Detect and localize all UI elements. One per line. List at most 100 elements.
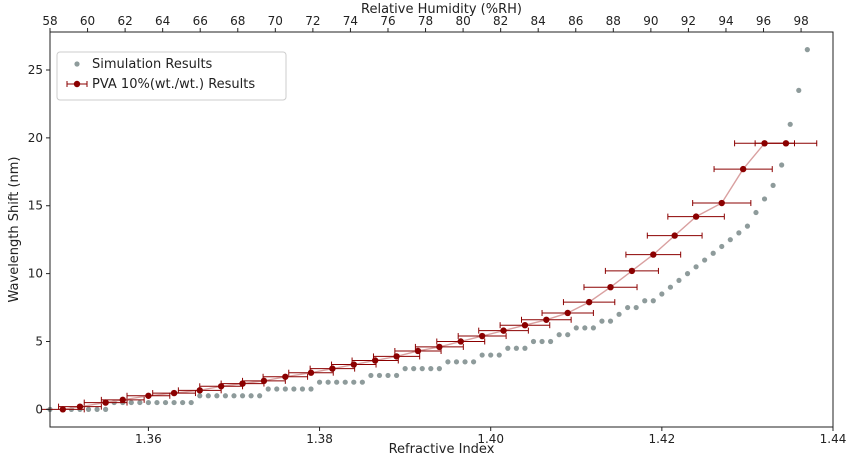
simulation-point	[513, 345, 519, 351]
simulation-point	[128, 399, 134, 406]
pva-point	[307, 369, 315, 376]
simulation-point	[590, 325, 596, 331]
legend-box	[56, 51, 287, 101]
top-tick-label: 76	[380, 14, 395, 28]
legend-pva-label: PVA 10%(wt./wt.) Results	[92, 77, 255, 92]
pva-point	[628, 267, 636, 275]
simulation-point	[633, 304, 639, 311]
pva-point	[718, 199, 725, 207]
pva-point	[76, 403, 84, 410]
top-tick-label: 68	[230, 14, 245, 28]
simulation-point	[214, 393, 220, 399]
simulation-point	[162, 399, 169, 406]
pva-point	[650, 251, 657, 258]
legend-pva-marker	[73, 80, 81, 88]
top-tick-label: 62	[117, 14, 132, 28]
pva-point	[170, 389, 178, 397]
simulation-point	[265, 386, 271, 392]
simulation-point	[702, 257, 708, 263]
simulation-point	[445, 359, 451, 365]
simulation-point	[761, 196, 768, 202]
simulation-point	[282, 386, 288, 392]
simulation-point	[316, 379, 323, 385]
legend-simulation-label: Simulation Results	[92, 57, 213, 72]
simulation-point	[351, 379, 357, 385]
simulation-point	[145, 399, 152, 406]
x-axis-ticks: 1.36 1.38 1.40 1.42 1.44	[135, 427, 846, 446]
simulation-point	[565, 332, 571, 338]
top-tick-label: 66	[193, 14, 208, 28]
x-tick-label: 1.42	[648, 432, 675, 446]
simulation-point	[231, 393, 237, 399]
simulation-point	[496, 352, 502, 358]
simulation-point	[180, 399, 186, 406]
simulation-point	[573, 325, 579, 331]
simulation-point	[684, 271, 691, 277]
simulation-point	[582, 325, 588, 331]
simulation-point	[539, 338, 545, 345]
simulation-point	[522, 345, 528, 351]
top-tick-label: 82	[493, 14, 508, 28]
simulation-point	[719, 243, 725, 250]
simulation-point	[222, 393, 229, 399]
simulation-point	[393, 372, 400, 379]
pva-point	[457, 338, 464, 345]
simulation-point	[453, 359, 460, 365]
simulation-point	[411, 366, 417, 372]
x-tick-label: 1.38	[306, 432, 333, 446]
simulation-point	[753, 209, 759, 216]
top-tick-label: 98	[793, 14, 808, 28]
simulation-point	[188, 399, 194, 406]
pva-point	[478, 332, 486, 340]
simulation-point	[137, 399, 143, 406]
pva-point	[119, 396, 126, 404]
simulation-point	[676, 277, 682, 284]
simulation-point	[308, 386, 314, 392]
pva-point	[196, 387, 203, 394]
top-tick-label: 60	[80, 14, 95, 28]
simulation-point	[488, 352, 494, 358]
top-tick-label: 90	[643, 14, 658, 28]
pva-trend-line	[62, 142, 786, 411]
simulation-point	[291, 386, 297, 392]
x-tick-label: 1.40	[477, 432, 504, 446]
simulation-point	[804, 47, 810, 53]
simulation-point	[385, 372, 391, 379]
simulation-point	[342, 379, 348, 385]
simulation-point	[625, 304, 631, 311]
top-tick-label: 64	[155, 14, 170, 28]
pva-point	[782, 140, 790, 147]
top-tick-label: 78	[418, 14, 433, 28]
y-axis-ticks: 0 5 10 15 20 25	[28, 63, 50, 416]
simulation-point	[710, 250, 716, 256]
legend: Simulation Results PVA 10%(wt./wt.) Resu…	[56, 51, 287, 101]
simulation-point	[770, 182, 776, 188]
simulation-point	[616, 311, 622, 317]
y-tick-label: 10	[28, 267, 43, 281]
pva-point	[414, 347, 422, 355]
simulation-point	[428, 366, 434, 372]
simulation-point	[274, 386, 280, 392]
simulation-point	[85, 406, 92, 412]
pva-point	[671, 232, 678, 239]
pva-point	[102, 399, 109, 406]
top-axis-label: Relative Humidity (%RH)	[361, 2, 522, 17]
simulation-point	[257, 393, 263, 399]
simulation-point	[659, 291, 665, 297]
simulation-point	[744, 223, 751, 229]
pva-point	[692, 213, 700, 220]
x-tick-label: 1.36	[135, 432, 162, 446]
simulation-point	[650, 298, 656, 304]
x-tick-label: 1.44	[820, 432, 846, 446]
simulation-point	[239, 393, 246, 399]
simulation-point	[796, 87, 802, 93]
y-tick-label: 25	[28, 63, 43, 77]
simulation-point	[368, 372, 374, 379]
pva-point	[739, 165, 747, 173]
simulation-point	[462, 359, 468, 365]
pva-point	[371, 357, 379, 364]
pva-point	[282, 373, 289, 380]
simulation-point	[334, 379, 340, 385]
top-tick-label: 96	[756, 14, 771, 28]
